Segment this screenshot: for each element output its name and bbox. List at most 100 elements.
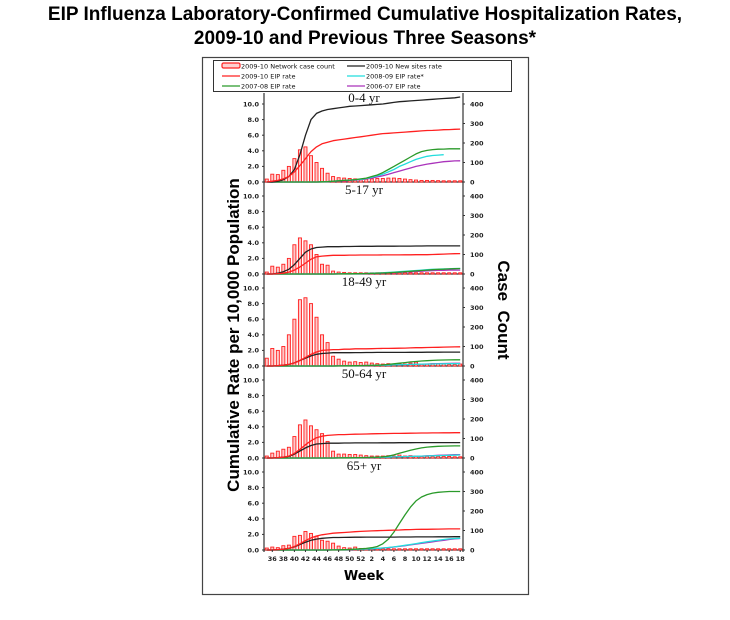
case-count-bar xyxy=(331,542,336,551)
case-count-bar xyxy=(430,455,435,459)
case-count-bar xyxy=(264,178,269,183)
case-count-bar xyxy=(309,532,313,551)
panel-0-4-yr: 0.0 2.0 4.0 6.0 8.0 10.0 0 100 200 300 400 0-4 yr xyxy=(243,90,484,186)
case-count-bar xyxy=(458,363,463,367)
case-count-bar xyxy=(297,237,302,275)
case-count-bar xyxy=(447,363,452,367)
x-tick-label: 52 xyxy=(356,555,365,563)
series-line-eip-2009-10 xyxy=(266,432,461,459)
y-left-tick-label: 4.0 xyxy=(247,239,259,247)
y-right-tick-label: 400 xyxy=(470,192,484,200)
case-count-bar xyxy=(331,176,336,183)
y-right-tick-label: 300 xyxy=(470,304,484,312)
case-count-bar xyxy=(303,240,308,275)
case-count-bar xyxy=(270,348,275,367)
case-count-bar xyxy=(425,272,430,275)
case-count-bar xyxy=(375,178,380,183)
y-left-tick-label: 4.0 xyxy=(247,515,259,523)
case-count-bar xyxy=(414,179,418,183)
panel-title: 65+ yr xyxy=(347,458,382,473)
series-line-new-sites-rate xyxy=(266,441,461,459)
case-count-bar xyxy=(270,452,275,459)
y-right-tick-label: 100 xyxy=(470,435,484,443)
panel-5-17-yr: 0.0 2.0 4.0 6.0 8.0 10.0 0 100 200 300 400 5-17 yr xyxy=(243,182,484,278)
y-left-tick-label: 6.0 xyxy=(247,132,259,140)
y-left-tick-label: 10.0 xyxy=(243,100,260,108)
x-axis: 36 38 40 42 44 46 48 50 52 2 4 6 8 10 12 14 16 18 xyxy=(268,550,465,563)
case-count-bar xyxy=(320,539,325,551)
case-count-bar xyxy=(331,450,336,459)
case-count-bar xyxy=(436,180,441,183)
x-tick-label: 46 xyxy=(323,555,333,563)
legend-label-2009-10-eip-rate: 2009-10 EIP rate xyxy=(241,72,295,80)
y-right-tick-label: 0 xyxy=(470,178,475,186)
legend-label-2007-08-eip-rate: 2007-08 EIP rate xyxy=(241,82,295,90)
y-right-tick-label: 400 xyxy=(470,468,484,476)
case-count-bar xyxy=(325,172,330,183)
y-left-tick-label: 8.0 xyxy=(247,484,259,492)
case-count-bar xyxy=(270,265,275,275)
case-count-bar xyxy=(309,155,313,183)
case-count-bar xyxy=(325,540,330,551)
case-count-bar xyxy=(447,455,452,459)
y-left-tick-label: 6.0 xyxy=(247,224,259,232)
chart-frame xyxy=(201,56,530,596)
case-count-bar xyxy=(369,178,374,183)
y-left-tick-label: 8.0 xyxy=(247,392,259,400)
case-count-bar xyxy=(292,535,297,551)
panel-title: 5-17 yr xyxy=(345,182,384,197)
case-count-bar xyxy=(419,179,424,183)
case-count-bar xyxy=(314,316,319,367)
y-right-tick-label: 0 xyxy=(470,454,475,462)
x-tick-label: 50 xyxy=(345,555,355,563)
x-tick-label: 48 xyxy=(334,555,344,563)
y-right-tick-label: 0 xyxy=(470,270,475,278)
y-right-tick-label: 300 xyxy=(470,396,484,404)
x-tick-label: 10 xyxy=(411,555,421,563)
y-left-tick-label: 6.0 xyxy=(247,500,259,508)
case-count-bar xyxy=(391,548,396,551)
case-count-bar xyxy=(436,272,441,275)
series-line-eip-2009-10 xyxy=(266,128,461,183)
case-count-bar xyxy=(441,548,446,551)
series-line-eip-2009-10 xyxy=(266,252,461,275)
y-right-tick-label: 0 xyxy=(470,362,475,370)
case-count-bar xyxy=(297,299,302,367)
y-left-tick-label: 4.0 xyxy=(247,331,259,339)
x-tick-label: 12 xyxy=(423,555,432,563)
case-count-bar xyxy=(297,424,302,459)
case-count-bar xyxy=(408,272,413,275)
y-left-tick-label: 6.0 xyxy=(247,316,259,324)
y-axis-right-label: Case Count xyxy=(494,260,513,360)
y-left-tick-label: 2.0 xyxy=(247,439,259,447)
case-count-bar xyxy=(386,548,391,551)
case-count-bar xyxy=(320,263,325,275)
y-right-tick-label: 100 xyxy=(470,159,484,167)
x-tick-label: 2 xyxy=(370,555,375,563)
case-count-bar xyxy=(303,297,308,367)
case-count-bar xyxy=(264,357,269,367)
x-tick-label: 44 xyxy=(312,555,322,563)
case-count-bar xyxy=(402,178,407,183)
y-right-tick-label: 100 xyxy=(470,343,484,351)
y-right-tick-label: 400 xyxy=(470,376,484,384)
y-left-tick-label: 2.0 xyxy=(247,255,259,263)
y-right-tick-label: 400 xyxy=(470,284,484,292)
y-right-tick-label: 300 xyxy=(470,488,484,496)
case-count-bar xyxy=(436,455,441,459)
panel-title: 18-49 yr xyxy=(342,274,387,289)
legend: 2009-10 Network case count 2009-10 New si… xyxy=(213,60,512,92)
case-count-bar xyxy=(303,419,308,459)
case-count-bar xyxy=(425,179,430,183)
y-axis-left-label: Cumulative Rate per 10,000 Population xyxy=(224,178,243,492)
case-count-bar xyxy=(436,548,441,551)
chart-title-line2: 2009-10 and Previous Three Seasons* xyxy=(193,28,537,49)
case-count-bar xyxy=(458,272,463,275)
y-left-tick-label: 4.0 xyxy=(247,423,259,431)
case-count-bar xyxy=(441,272,446,275)
case-count-bar xyxy=(452,548,457,551)
series-line-eip-2007-08 xyxy=(266,490,461,551)
legend-swatch-2009-10-network-case-count xyxy=(221,62,241,69)
case-count-bar xyxy=(314,162,319,183)
series-line-eip-2009-10 xyxy=(266,346,461,367)
